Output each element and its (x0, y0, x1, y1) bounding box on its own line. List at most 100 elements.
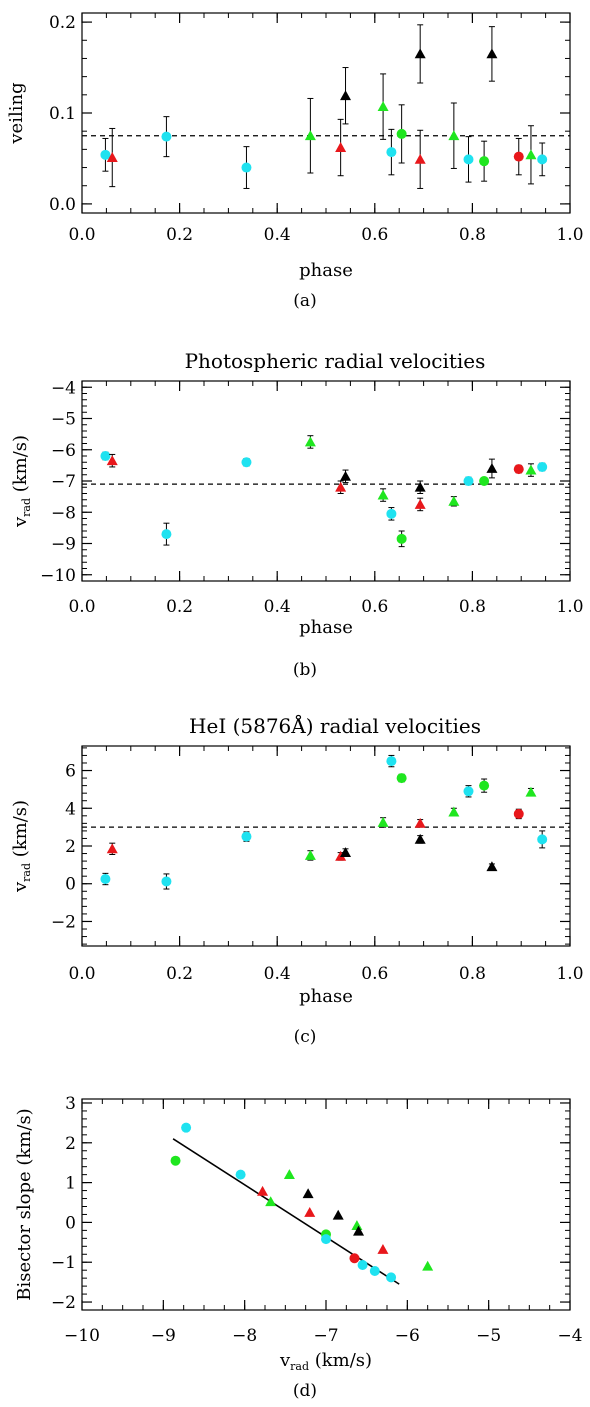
data-point-triangle-red (377, 1243, 389, 1254)
data-point-circle-cyan (161, 131, 172, 142)
data-point-circle-red (513, 151, 524, 162)
panel-c-ylabel-main: v (10, 881, 31, 893)
data-point-circle-cyan (537, 834, 548, 845)
x-tick-label: 0.6 (361, 964, 388, 984)
data-point-circle-green (170, 1155, 181, 1166)
y-tick-label: −2 (51, 912, 76, 932)
x-tick-label: −6 (395, 1326, 420, 1346)
data-point-triangle-black (332, 1209, 344, 1220)
x-tick-label: 0.4 (264, 597, 291, 617)
y-tick-label: 4 (65, 799, 76, 819)
x-tick-label: 0.0 (68, 225, 95, 245)
x-tick-label: 1.0 (556, 225, 583, 245)
panel-c: 0.0 0.2 0.4 0.6 0.8 1.0 −2 0 2 4 6 phase vrad (km/s) (10, 745, 584, 1007)
data-point-triangle-black (340, 470, 352, 481)
data-point-circle-cyan (241, 831, 252, 842)
x-tick-label: 0.4 (264, 964, 291, 984)
y-tick-label: 0.0 (49, 195, 76, 215)
data-point-circle-cyan (241, 162, 252, 173)
y-tick-label: −6 (51, 441, 76, 461)
panel-c-ylabel-unit: (km/s) (10, 800, 31, 863)
data-point-circle-green (479, 780, 490, 791)
y-tick-label: 6 (65, 762, 76, 782)
y-tick-label: 0.2 (49, 13, 76, 33)
data-point-circle-cyan (100, 149, 111, 160)
data-point-circle-green (396, 128, 407, 139)
x-tick-label: 0.6 (361, 225, 388, 245)
data-point-triangle-green (448, 495, 460, 506)
panel-c-caption: (c) (294, 1027, 317, 1047)
data-point-triangle-black (353, 1225, 365, 1236)
data-point-circle-cyan (386, 147, 397, 158)
data-point-triangle-red (304, 1206, 316, 1217)
data-point-triangle-black (340, 90, 352, 101)
data-point-triangle-green (304, 130, 316, 141)
y-tick-label: 0 (65, 875, 76, 895)
x-tick-label: −9 (151, 1326, 176, 1346)
data-point-triangle-green (351, 1220, 363, 1230)
data-point-circle-cyan (241, 457, 252, 468)
y-tick-label: −1 (51, 1253, 76, 1273)
data-point-circle-red (513, 464, 524, 475)
panel-a-xlabel: phase (299, 260, 353, 281)
data-point-triangle-red (106, 843, 118, 854)
y-tick-label: 2 (65, 1134, 76, 1154)
panel-a-ylabel: veiling (6, 82, 27, 144)
data-point-circle-cyan (321, 1234, 331, 1245)
data-point-circle-cyan (386, 756, 397, 767)
x-tick-label: 0.0 (68, 597, 95, 617)
data-point-triangle-green (304, 849, 316, 860)
data-point-circle-cyan (369, 1265, 380, 1276)
data-point-circle-green (479, 476, 490, 486)
x-tick-label: −7 (313, 1326, 338, 1346)
x-tick-label: −4 (557, 1326, 582, 1346)
data-point-circle-red (513, 808, 524, 819)
data-point-triangle-green (304, 436, 316, 447)
data-point-circle-cyan (537, 154, 548, 165)
panel-b-caption: (b) (293, 660, 317, 680)
x-tick-label: −8 (232, 1326, 257, 1346)
data-point-triangle-black (414, 833, 426, 844)
x-tick-label: 0.4 (264, 225, 291, 245)
data-point-triangle-black (486, 463, 498, 473)
data-point-circle-cyan (181, 1122, 192, 1133)
data-point-triangle-red (414, 153, 426, 164)
data-point-triangle-green (448, 806, 460, 817)
data-point-triangle-black (414, 481, 426, 492)
y-tick-label: −9 (51, 535, 76, 555)
data-point-triangle-green (283, 1169, 295, 1180)
data-point-circle-cyan (161, 876, 172, 887)
data-point-triangle-black (414, 48, 426, 59)
panel-a: 0.0 0.2 0.4 0.6 0.8 1.0 0.0 0.1 0.2 phase veiling (6, 12, 584, 281)
x-tick-label: 1.0 (556, 597, 583, 617)
panel-c-xlabel: phase (299, 986, 353, 1007)
x-tick-label: −10 (64, 1326, 100, 1346)
x-tick-label: 0.8 (459, 225, 486, 245)
panel-d-xlabel: vrad (km/s) (279, 1350, 372, 1373)
x-tick-label: 0.0 (68, 964, 95, 984)
data-point-circle-cyan (100, 874, 111, 885)
panel-d-xlabel-unit: (km/s) (309, 1350, 372, 1371)
data-point-triangle-green (377, 101, 389, 112)
data-point-circle-cyan (357, 1260, 368, 1271)
data-point-triangle-red (414, 817, 426, 828)
data-point-triangle-black (486, 861, 498, 872)
data-point-circle-green (479, 156, 490, 167)
data-point-triangle-red (106, 152, 118, 162)
data-point-triangle-red (335, 481, 347, 492)
x-tick-label: 1.0 (556, 964, 583, 984)
data-point-circle-red (349, 1253, 360, 1264)
y-tick-label: −7 (51, 472, 76, 492)
x-tick-label: 0.8 (459, 964, 486, 984)
panel-d-xlabel-sub: rad (290, 1360, 309, 1373)
y-tick-label: 3 (65, 1094, 76, 1114)
panel-b: 0.0 0.2 0.4 0.6 0.8 1.0 −10 −9 −8 −7 −6 −5 −4 phase vr… (10, 378, 584, 638)
panel-a-frame (81, 12, 571, 214)
panel-b-ylabel-sub: rad (20, 498, 33, 517)
data-point-circle-cyan (235, 1169, 246, 1180)
linear-fit-line (172, 1138, 400, 1285)
y-tick-label: −4 (51, 378, 76, 398)
y-tick-label: −2 (51, 1293, 76, 1313)
